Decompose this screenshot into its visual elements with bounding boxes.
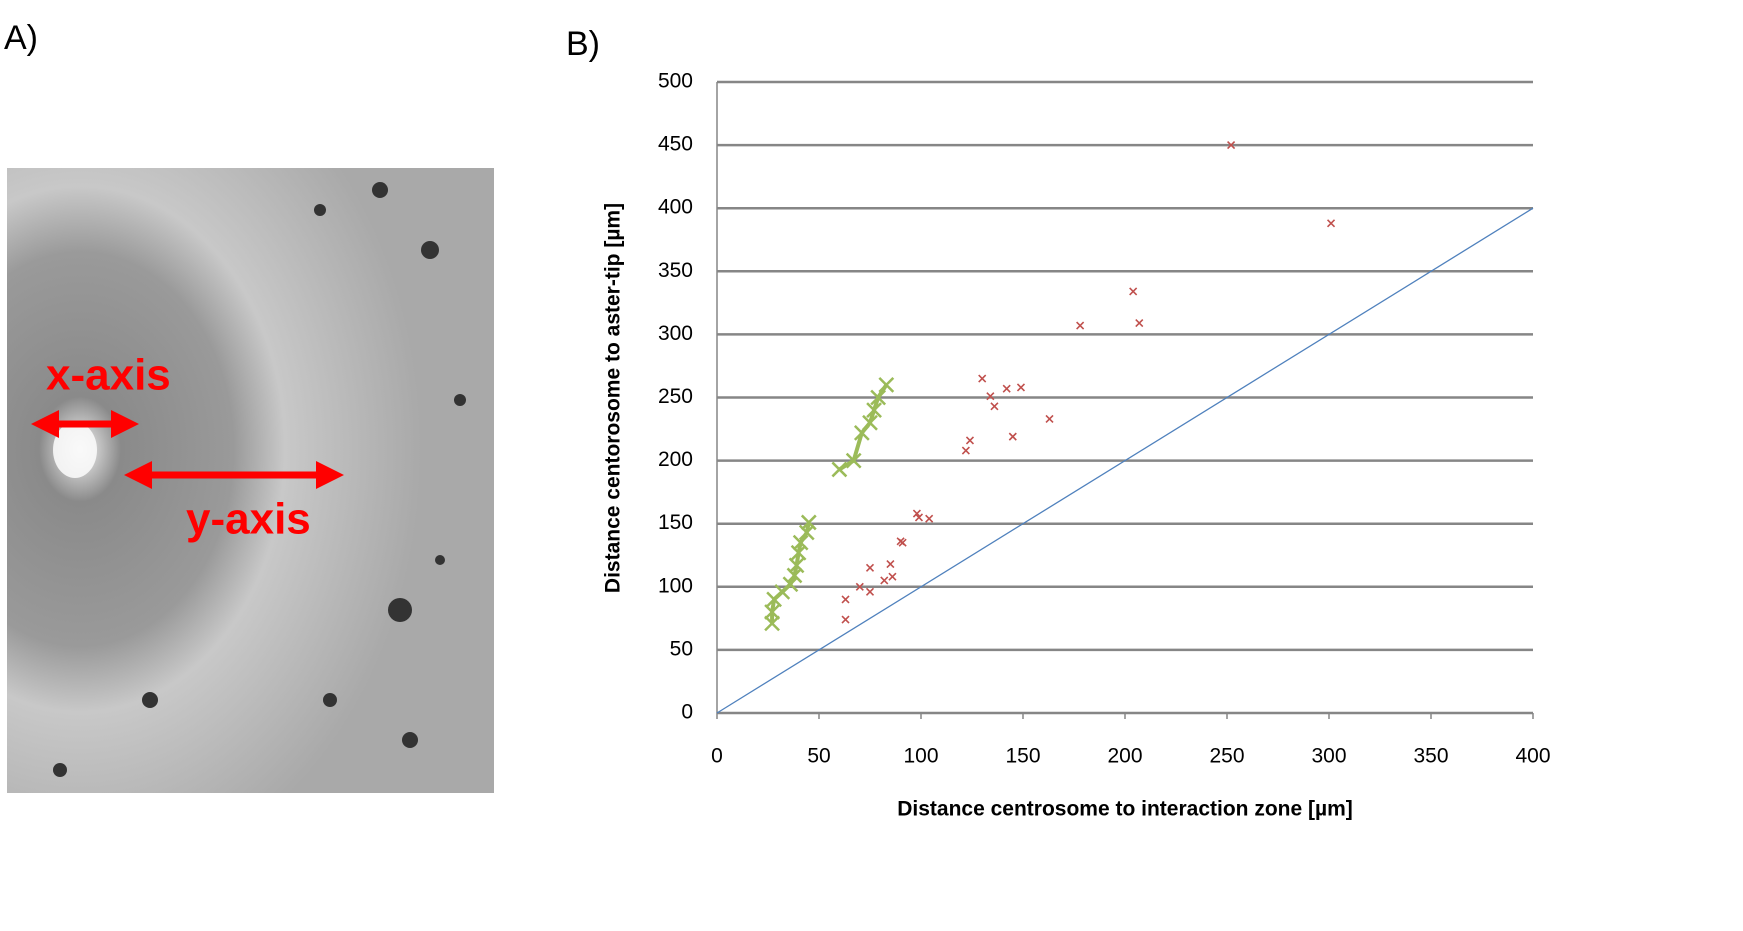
marker [865,587,875,596]
marker [914,513,924,522]
micrograph: x-axis y-axis [7,168,494,793]
annotation: y-axis [186,495,311,544]
marker [1326,219,1336,228]
y-tick-label: 350 [658,259,693,282]
x-tick-label: 400 [1515,745,1550,768]
marker [862,414,878,431]
marker [965,436,975,445]
marker [764,604,780,620]
x-tick-label: 350 [1413,745,1448,768]
x-tick-label: 200 [1107,745,1142,768]
y-tick-label: 400 [658,196,693,219]
x-tick-label: 50 [807,745,830,768]
marker [1135,318,1144,328]
marker [898,538,907,547]
y-tick-label: 0 [681,701,693,724]
marker [841,595,850,604]
annotation: x-axis [46,351,171,400]
marker [845,452,862,469]
marker [986,392,995,401]
marker [925,514,934,523]
panel-label: A) [4,19,38,57]
marker [1076,321,1085,330]
marker [865,563,875,572]
marker [1227,141,1236,150]
x-tick-label: 150 [1005,745,1040,768]
marker [886,560,895,569]
marker [792,534,809,551]
marker [961,446,970,455]
x-tick-label: 100 [903,745,938,768]
y-axis-title: Distance centorosome to aster-tip [µm] [602,203,625,593]
marker [1008,432,1017,441]
marker [1016,383,1026,392]
y-tick-label: 50 [670,637,693,660]
y-tick-label: 450 [658,133,693,156]
marker [880,576,889,585]
series-line [716,207,1534,714]
marker [888,572,897,581]
marker [855,582,864,591]
marker [870,389,887,406]
y-tick-label: 100 [658,574,693,597]
x-tick-label: 0 [711,745,723,768]
marker [1002,384,1011,393]
marker [782,576,799,593]
marker [990,402,999,411]
marker [1129,287,1138,296]
marker [853,424,870,441]
marker [800,514,817,531]
y-tick-label: 300 [658,322,693,345]
marker [788,557,805,574]
y-tick-label: 250 [658,385,693,408]
marker [866,402,882,419]
panel-label: B) [566,25,600,63]
x-axis-title: Distance centrosome to interaction zone … [897,798,1353,821]
x-tick-label: 250 [1209,745,1244,768]
y-tick-label: 200 [658,448,693,471]
x-tick-label: 300 [1311,745,1346,768]
marker [841,615,850,624]
marker [831,461,848,478]
marker [878,376,895,393]
y-tick-label: 500 [658,70,693,93]
marker [912,509,921,518]
marker [1045,414,1054,424]
y-tick-label: 150 [658,511,693,534]
marker [978,374,987,383]
marker [764,615,780,632]
